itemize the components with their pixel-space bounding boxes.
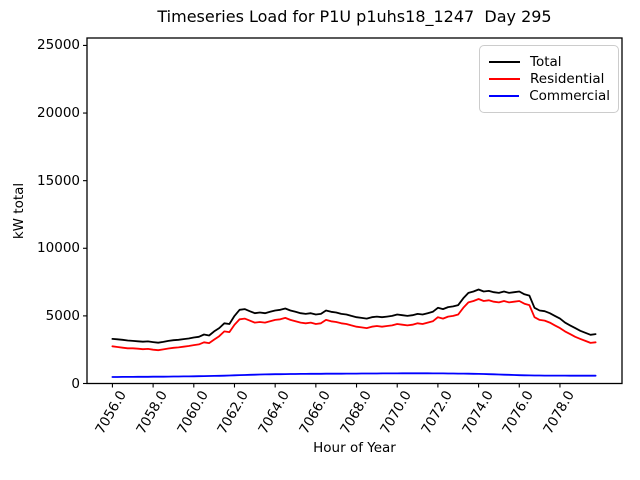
legend-entry-residential: Residential [489,70,610,87]
y-tick-label: 25000 [37,37,80,54]
series-line-commercial [111,372,597,378]
series-line-total [111,288,597,344]
legend-label-total: Total [530,53,562,70]
legend-label-residential: Residential [530,70,605,87]
series-line-residential [111,298,597,352]
legend-entry-total: Total [489,53,610,70]
residential-line-swatch [489,77,520,80]
legend-entry-commercial: Commercial [489,88,610,105]
legend-label-commercial: Commercial [529,88,610,105]
y-tick-label: 10000 [37,240,80,257]
y-tick-label: 15000 [37,172,80,189]
legend: Total Residential Commercial [479,45,619,113]
x-axis-label: Hour of Year [313,440,396,456]
y-tick-label: 20000 [37,105,80,122]
y-axis-label: kW total [11,182,27,240]
y-tick-label: 5000 [45,307,80,324]
chart-title: Timeseries Load for P1U p1uhs18_1247 Day… [157,7,552,26]
commercial-line-swatch [489,95,520,98]
total-line-swatch [489,60,520,63]
axes-spines [86,37,623,385]
y-tick-label: 0 [71,375,80,392]
